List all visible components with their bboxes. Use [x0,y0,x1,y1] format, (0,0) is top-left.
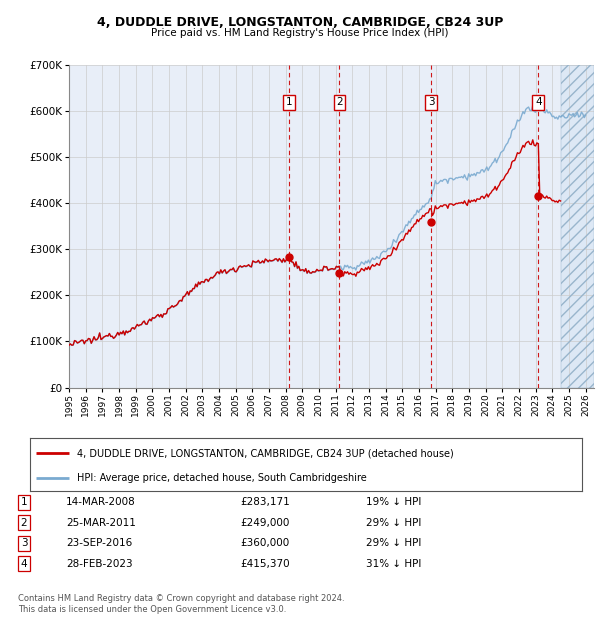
Text: 4, DUDDLE DRIVE, LONGSTANTON, CAMBRIDGE, CB24 3UP (detached house): 4, DUDDLE DRIVE, LONGSTANTON, CAMBRIDGE,… [77,448,454,458]
Text: 4: 4 [535,97,542,107]
Text: HPI: Average price, detached house, South Cambridgeshire: HPI: Average price, detached house, Sout… [77,473,367,483]
Text: 4: 4 [20,559,28,569]
Bar [560,65,594,388]
Text: £360,000: £360,000 [240,538,289,548]
Text: 23-SEP-2016: 23-SEP-2016 [66,538,132,548]
Text: £415,370: £415,370 [240,559,290,569]
Text: 2: 2 [336,97,343,107]
Text: 19% ↓ HPI: 19% ↓ HPI [366,497,421,507]
Text: 28-FEB-2023: 28-FEB-2023 [66,559,133,569]
Text: 29% ↓ HPI: 29% ↓ HPI [366,538,421,548]
Text: 1: 1 [20,497,28,507]
Text: £283,171: £283,171 [240,497,290,507]
Text: 2: 2 [20,518,28,528]
Text: 29% ↓ HPI: 29% ↓ HPI [366,518,421,528]
Text: £249,000: £249,000 [240,518,289,528]
Text: 25-MAR-2011: 25-MAR-2011 [66,518,136,528]
Text: 3: 3 [428,97,434,107]
Bar [560,65,594,388]
Text: 3: 3 [20,538,28,548]
Text: 4, DUDDLE DRIVE, LONGSTANTON, CAMBRIDGE, CB24 3UP: 4, DUDDLE DRIVE, LONGSTANTON, CAMBRIDGE,… [97,16,503,29]
Text: Price paid vs. HM Land Registry's House Price Index (HPI): Price paid vs. HM Land Registry's House … [151,28,449,38]
Text: 14-MAR-2008: 14-MAR-2008 [66,497,136,507]
Text: Contains HM Land Registry data © Crown copyright and database right 2024.
This d: Contains HM Land Registry data © Crown c… [18,595,344,614]
Text: 31% ↓ HPI: 31% ↓ HPI [366,559,421,569]
Text: 1: 1 [286,97,292,107]
